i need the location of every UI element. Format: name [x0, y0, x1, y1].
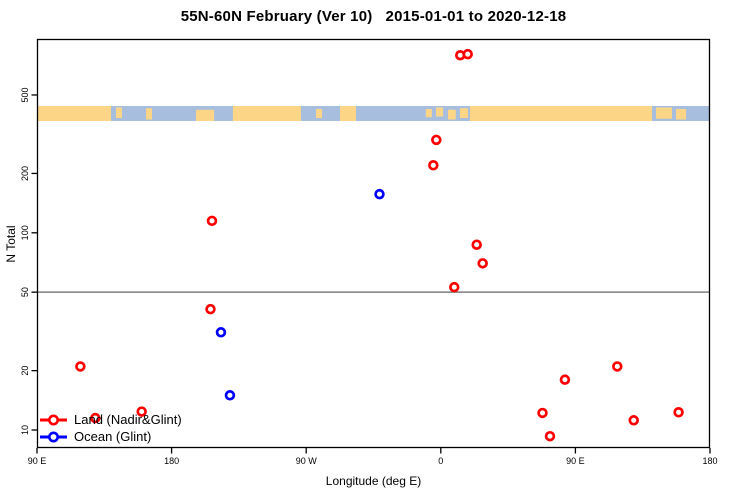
chart-title: 55N-60N February (Ver 10) 2015-01-01 to … [180, 8, 567, 25]
map-strip-land-segment [436, 107, 444, 117]
x-tick-label: 90 E [566, 456, 585, 466]
map-strip-land-segment [425, 109, 432, 118]
land-data-point [449, 281, 460, 293]
map-strip-land-segment [316, 109, 323, 118]
land-data-point [477, 258, 488, 269]
y-tick-label: 50 [20, 287, 30, 297]
map-strip-land-segment [232, 106, 301, 121]
y-tick-label: 200 [20, 166, 30, 181]
map-strip-land-segment [656, 107, 673, 119]
ocean-data-point [215, 327, 227, 338]
map-strip-land-segment [676, 109, 687, 120]
y-tick-label: 10 [20, 425, 30, 435]
x-tick-label: 0 [438, 456, 443, 466]
land-data-point [205, 303, 216, 315]
legend-label-ocean: Ocean (Glint) [74, 429, 152, 444]
map-strip-land-segment [469, 106, 652, 121]
map-strip-land-segment [447, 109, 456, 120]
map-strip-land-segment [459, 108, 469, 118]
land-data-point [673, 407, 684, 418]
legend-symbol-circle [47, 414, 59, 426]
land-data-point [75, 361, 86, 372]
x-axis-title: Longitude (deg E) [325, 474, 422, 488]
land-data-point [612, 361, 623, 372]
ocean-data-point [374, 188, 385, 200]
land-data-point [206, 215, 218, 227]
land-data-point [462, 48, 473, 60]
map-strip-land-segment [37, 106, 112, 121]
land-data-point [559, 374, 571, 385]
y-tick-label: 20 [20, 366, 30, 376]
ocean-data-point [224, 390, 236, 401]
map-strip-land-segment [195, 109, 215, 121]
x-tick-label: 180 [164, 456, 179, 466]
map-strip-land-segment [115, 107, 122, 118]
land-data-point [90, 412, 101, 424]
legend-label-land: Land (Nadir&Glint) [74, 412, 182, 427]
land-data-point [136, 406, 147, 417]
y-tick-label: 100 [20, 225, 30, 240]
map-strip-land-segment [146, 108, 153, 120]
land-data-point [431, 134, 442, 146]
plot-border [36, 38, 711, 449]
map-strip-land-segment [339, 106, 357, 121]
land-data-point [428, 160, 439, 171]
land-data-point [628, 415, 639, 426]
land-data-point [471, 239, 482, 250]
x-tick-label: 180 [702, 456, 717, 466]
x-tick-label: 90 E [28, 456, 47, 466]
x-tick-label: 90 W [296, 456, 318, 466]
land-data-point [544, 430, 556, 442]
land-data-point [537, 407, 548, 419]
legend-symbol-circle [47, 431, 59, 443]
y-tick-label: 500 [20, 87, 30, 102]
